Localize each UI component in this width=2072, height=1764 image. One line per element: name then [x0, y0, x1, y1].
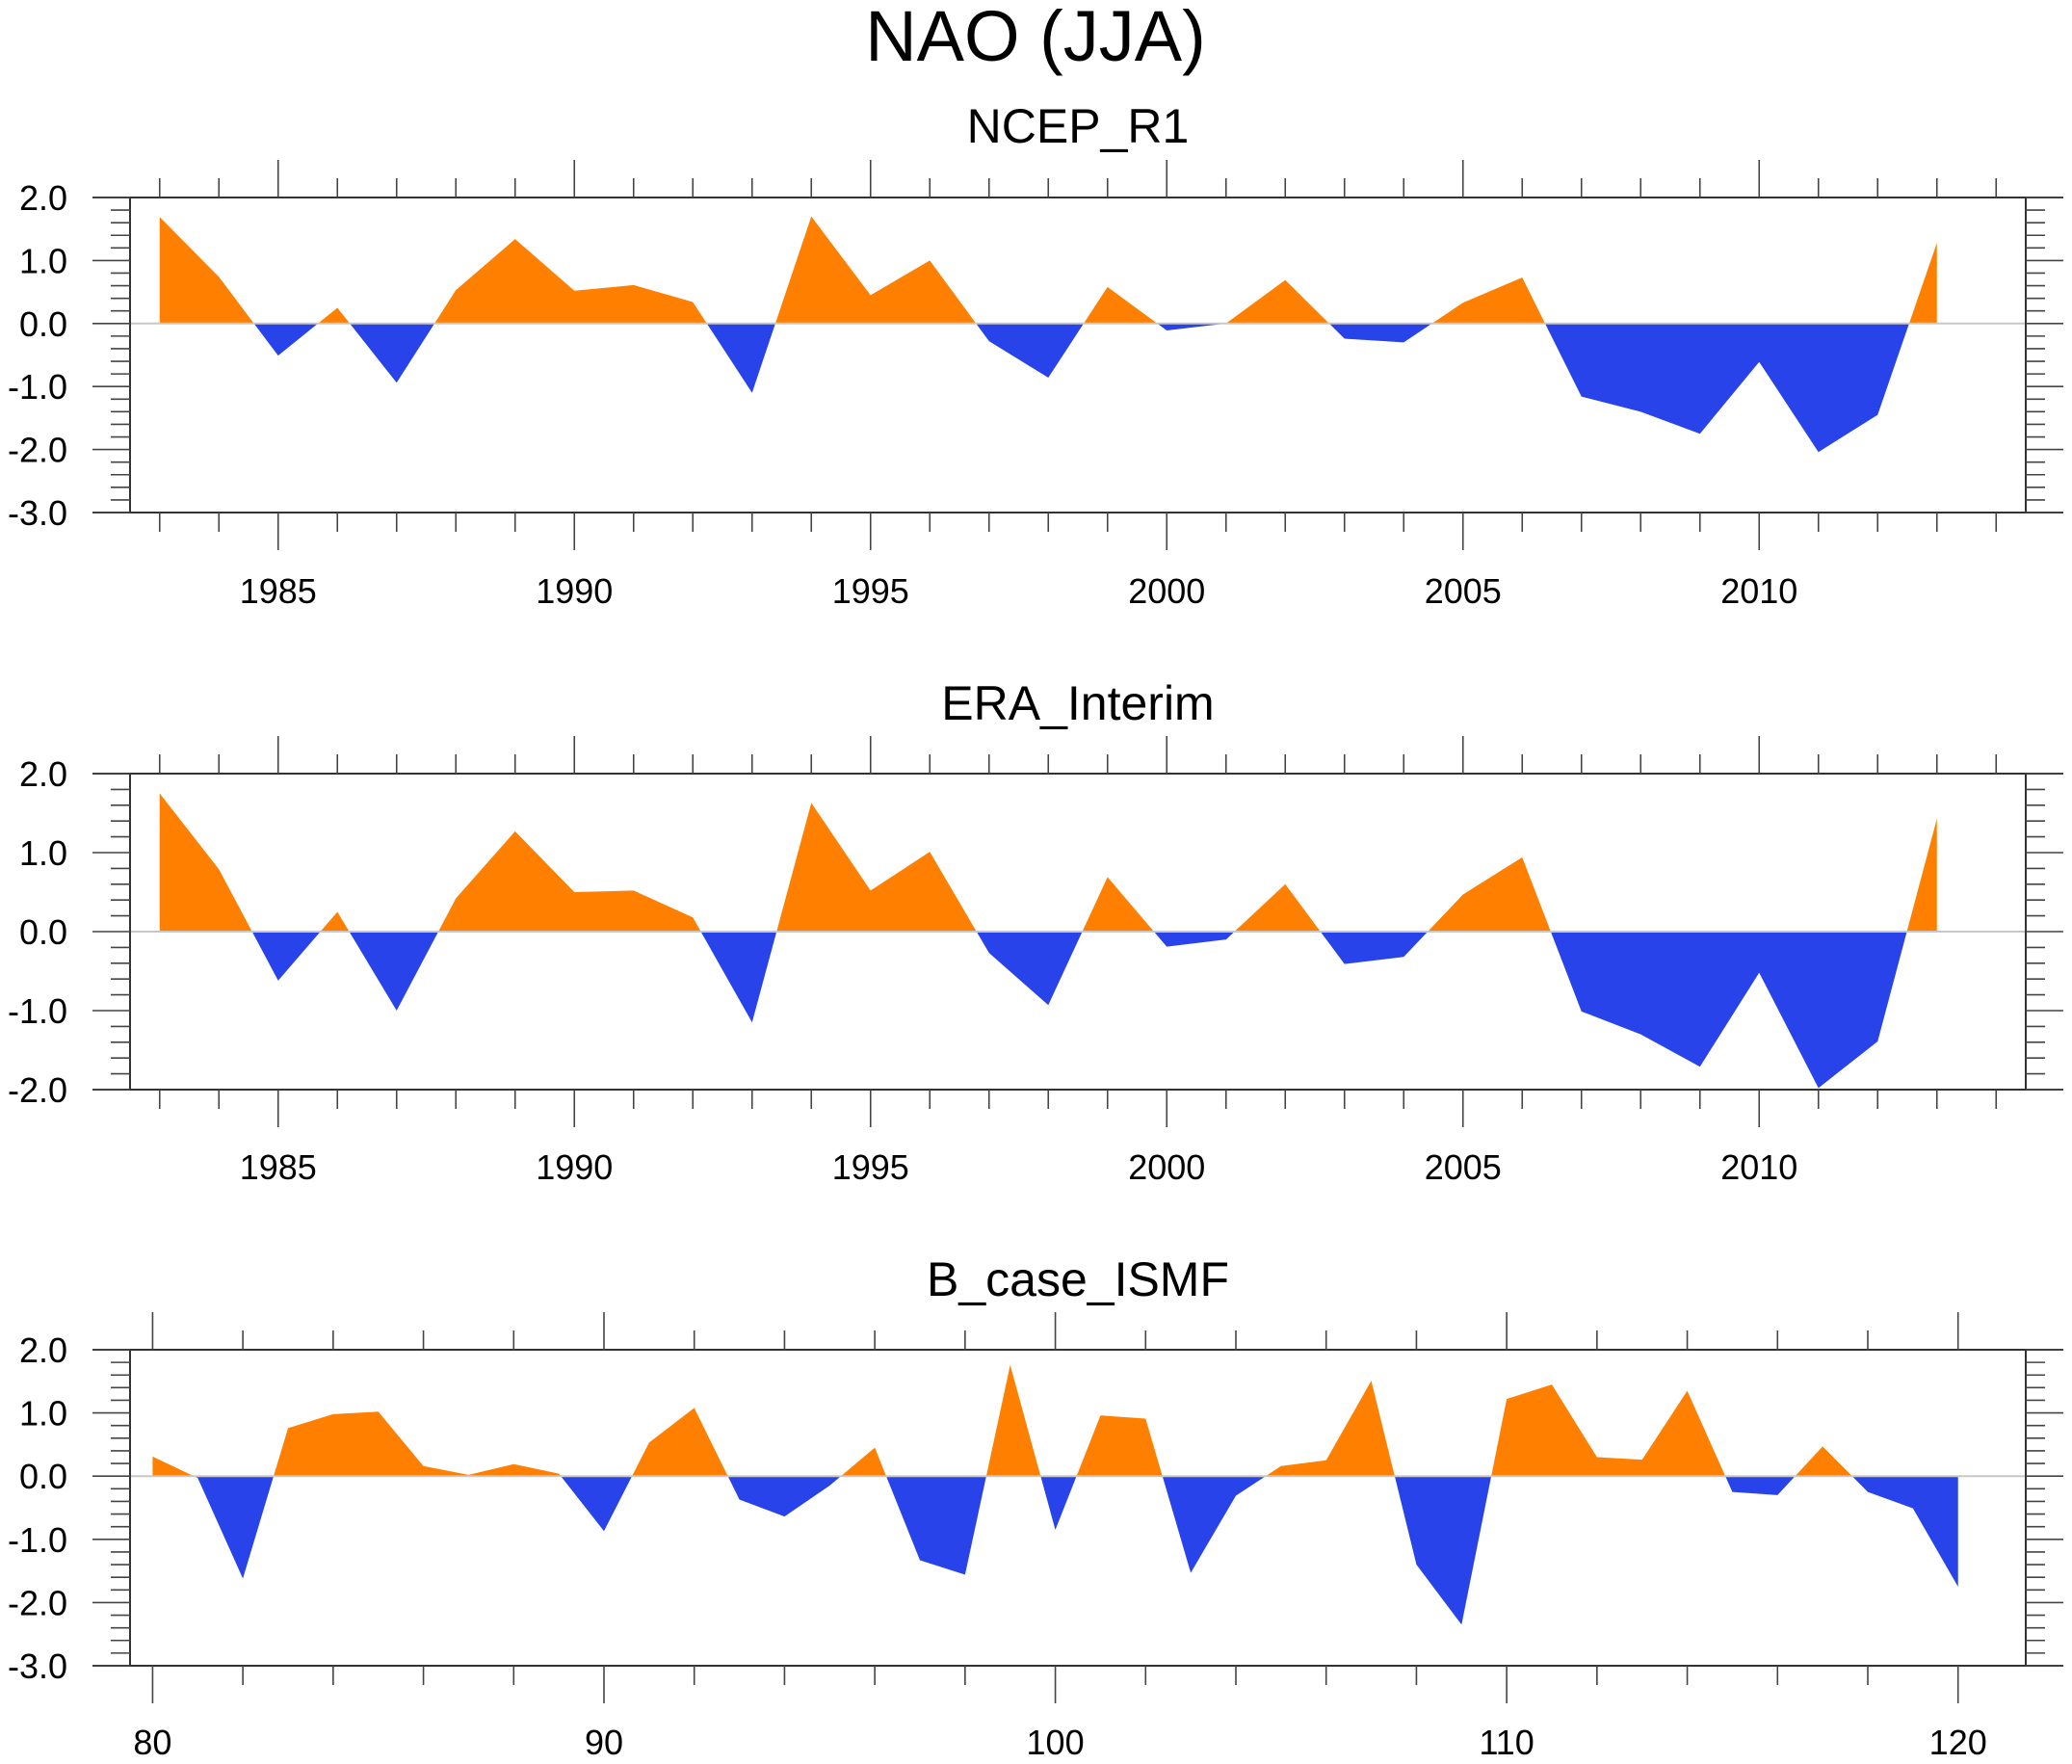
x-tick-label: 90: [585, 1723, 623, 1762]
positive-area: [159, 793, 1937, 932]
panel-ncep-r1: NCEP_R1 1985 1990 1995 2000 2005 2010 2.0 1.0 0.…: [8, 99, 2063, 611]
x-tick-label: 2010: [1720, 1147, 1797, 1187]
y-tick-label: 0.0: [19, 912, 67, 952]
y-tick-label: 2.0: [19, 178, 67, 218]
x-tick-label: 1990: [536, 1147, 613, 1187]
y-tick-label: -2.0: [8, 431, 67, 470]
y-tick-label: 1.0: [19, 833, 67, 873]
x-tick-label: 2010: [1720, 571, 1797, 611]
panel-b-case-ismf: B_case_ISMF 80 90 100 110 120 2.0 1.0 0.0 -1.0 -2…: [8, 1252, 2063, 1762]
panel-title: NCEP_R1: [967, 99, 1190, 153]
x-tick-label: 1995: [832, 1147, 909, 1187]
x-tick-label: 120: [1929, 1723, 1987, 1762]
y-tick-label: -2.0: [8, 1070, 67, 1110]
y-tick-label: -3.0: [8, 1646, 67, 1686]
y-tick-label: -1.0: [8, 1520, 67, 1560]
x-tick-label: 2000: [1128, 571, 1205, 611]
panel-title: ERA_Interim: [941, 676, 1214, 730]
positive-area: [152, 1364, 1958, 1477]
x-tick-label: 1985: [240, 1147, 317, 1187]
x-tick-label: 2005: [1425, 571, 1502, 611]
negative-area: [159, 323, 1937, 453]
negative-area: [152, 1476, 1958, 1625]
figure-title: NAO (JJA): [865, 0, 1206, 76]
panel-era-interim: ERA_Interim 1985 1990 1995 2000 2005 2010 2.0 1…: [8, 676, 2063, 1187]
x-tick-label: 80: [133, 1723, 171, 1762]
plot-frame: [129, 1349, 2027, 1667]
x-tick-label: 1990: [536, 571, 613, 611]
x-tick-label: 100: [1027, 1723, 1085, 1762]
x-tick-label: 2005: [1425, 1147, 1502, 1187]
panel-title: B_case_ISMF: [927, 1252, 1229, 1306]
y-tick-label: 1.0: [19, 241, 67, 280]
y-tick-label: 2.0: [19, 754, 67, 794]
x-tick-label: 1995: [832, 571, 909, 611]
positive-area: [159, 216, 1937, 324]
x-tick-label: 2000: [1128, 1147, 1205, 1187]
y-tick-label: 0.0: [19, 1457, 67, 1496]
x-tick-label: 110: [1479, 1723, 1534, 1762]
y-tick-label: -2.0: [8, 1583, 67, 1622]
y-tick-label: -3.0: [8, 493, 67, 533]
y-tick-label: -1.0: [8, 991, 67, 1031]
y-tick-label: 1.0: [19, 1394, 67, 1434]
x-tick-label: 1985: [240, 571, 317, 611]
y-tick-label: 0.0: [19, 304, 67, 344]
negative-area: [159, 932, 1937, 1089]
y-tick-label: 2.0: [19, 1330, 67, 1370]
y-tick-label: -1.0: [8, 367, 67, 407]
